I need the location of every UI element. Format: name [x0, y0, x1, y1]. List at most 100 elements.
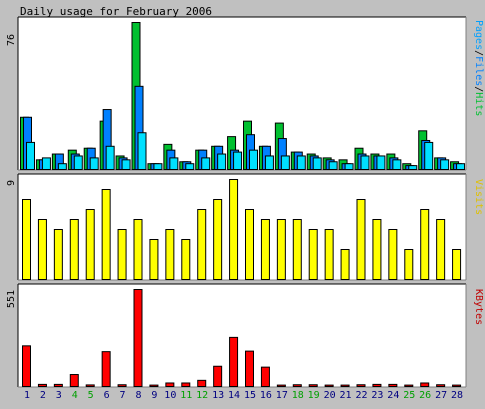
visits-bar [404, 249, 414, 280]
pages-bar [137, 132, 147, 170]
panel-background [18, 174, 466, 280]
pages-bar [440, 159, 450, 171]
pages-bar [392, 159, 402, 171]
pages-bar [41, 157, 51, 170]
visits-bar [388, 229, 398, 280]
pages-bar [408, 165, 418, 170]
visits-bar [229, 179, 239, 280]
pages-bar [89, 157, 99, 170]
kbytes-bar [340, 384, 350, 387]
pages-bar [328, 161, 338, 170]
day-label: 6 [104, 390, 110, 401]
visits-bar [245, 209, 254, 280]
day-label: 28 [451, 390, 463, 401]
kbytes-bar [22, 345, 31, 387]
day-label: 23 [371, 390, 383, 401]
pages-bar [153, 163, 163, 171]
pages-bar [57, 163, 67, 171]
day-label: 21 [340, 390, 352, 401]
day-label: 26 [419, 390, 431, 401]
pages-bar [26, 141, 35, 170]
visits-bar [213, 199, 223, 280]
day-label: 22 [355, 390, 367, 401]
pages-bar [264, 155, 274, 170]
max-hits-label: 76 [6, 34, 17, 46]
day-label: 14 [228, 390, 240, 401]
day-label: 18 [292, 390, 304, 401]
kbytes-bar [197, 379, 207, 387]
pages-bar [280, 155, 290, 170]
day-label: 4 [72, 390, 78, 401]
day-label: 17 [276, 390, 288, 401]
legend-hits-files-pages: Pages/Files/Hits [473, 20, 484, 116]
visits-bar [372, 219, 382, 280]
kbytes-bar [404, 384, 414, 387]
visits-bar [101, 189, 111, 280]
kbytes-bar [229, 336, 239, 388]
day-label: 16 [260, 390, 272, 401]
kbytes-bar [372, 383, 382, 388]
kbytes-bar [69, 374, 79, 388]
day-label: 24 [387, 390, 399, 401]
pages-bar [456, 163, 466, 171]
visits-bar [133, 219, 143, 280]
day-label: 2 [40, 390, 46, 401]
pages-bar [217, 153, 227, 171]
legend-pages: Pages [473, 20, 484, 50]
legend-hits: Hits [473, 92, 484, 116]
kbytes-bar [276, 384, 286, 387]
kbytes-bar [356, 384, 366, 387]
day-label: 11 [180, 390, 192, 401]
kbytes-bar [245, 350, 254, 387]
day-label: 1 [24, 390, 30, 401]
day-label: 7 [120, 390, 126, 401]
panel-background [18, 284, 466, 387]
day-label: 5 [88, 390, 94, 401]
kbytes-bar [85, 384, 95, 388]
visits-bar [149, 239, 159, 280]
kbytes-bar [388, 383, 398, 388]
kbytes-bar [101, 351, 111, 387]
visits-bar [165, 229, 175, 280]
day-label: 8 [135, 390, 141, 401]
visits-bar [276, 219, 286, 280]
pages-bar [121, 159, 131, 171]
pages-bar [296, 155, 306, 170]
visits-bar [308, 229, 318, 280]
day-label: 12 [196, 390, 208, 401]
visits-bar [420, 209, 430, 280]
chart-title: Daily usage for February 2006 [20, 5, 212, 18]
pages-bar [424, 141, 434, 170]
visits-bar [197, 209, 207, 280]
day-label: 13 [212, 390, 224, 401]
kbytes-bar [117, 384, 127, 387]
kbytes-bar [37, 383, 47, 388]
visits-bar [340, 249, 350, 280]
kbytes-bar [260, 366, 270, 388]
visits-bar [53, 229, 63, 280]
visits-bar [37, 219, 47, 280]
day-label: 3 [56, 390, 62, 401]
pages-bar [312, 157, 322, 170]
pages-bar [169, 157, 179, 170]
kbytes-bar [149, 384, 159, 387]
day-label: 20 [324, 390, 336, 401]
day-label: 19 [308, 390, 320, 401]
visits-bar [324, 229, 334, 280]
kbytes-bar [420, 382, 430, 387]
day-label: 27 [435, 390, 447, 401]
day-label: 15 [244, 390, 256, 401]
visits-bar [117, 229, 127, 280]
visits-bar [292, 219, 302, 280]
day-label: 25 [403, 390, 415, 401]
kbytes-bar [292, 384, 302, 387]
pages-bar [360, 155, 370, 170]
pages-bar [73, 155, 83, 170]
visits-bar [436, 219, 446, 280]
kbytes-bar [436, 384, 446, 387]
kbytes-bar [165, 382, 175, 387]
legend-visits: Visits [473, 179, 484, 215]
panel-background [18, 17, 466, 170]
